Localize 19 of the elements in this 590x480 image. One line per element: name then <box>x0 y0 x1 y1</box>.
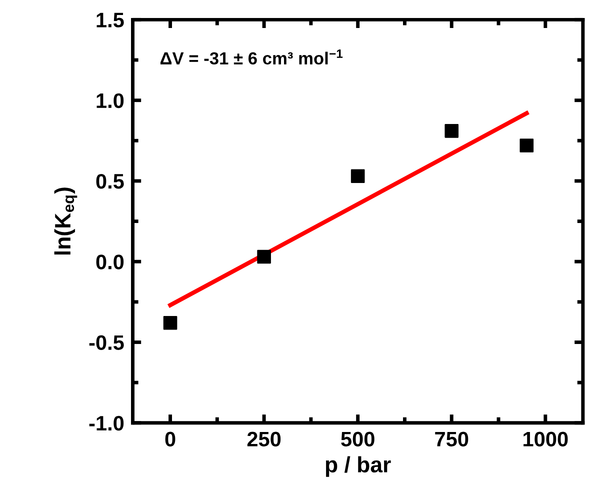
y-tick-label: -0.5 <box>89 335 124 350</box>
point <box>520 138 534 152</box>
x-axis-title: p / bar <box>326 456 391 477</box>
y-tick-label: 1.5 <box>96 12 124 28</box>
x-tick-label: 750 <box>435 432 468 447</box>
y-tick-label: 0.0 <box>96 254 124 270</box>
y-tick-label: -1.0 <box>89 416 124 431</box>
x-tick-label: 0 <box>165 432 176 447</box>
point <box>163 316 178 330</box>
point <box>257 250 271 264</box>
y-tick-label: 1.0 <box>96 93 124 108</box>
x-tick-label: 250 <box>247 432 281 447</box>
y-axis-title: ln(K$_{eq}$) <box>54 188 78 255</box>
point <box>444 124 459 138</box>
x-tick-label: 1000 <box>524 432 568 447</box>
x-tick-label: 500 <box>341 432 374 447</box>
y-tick-label: 0.5 <box>96 174 124 189</box>
annotation: ΔV = -31 ± 6 cm³ mol$^{−1}$ <box>160 50 343 65</box>
point <box>350 169 365 184</box>
